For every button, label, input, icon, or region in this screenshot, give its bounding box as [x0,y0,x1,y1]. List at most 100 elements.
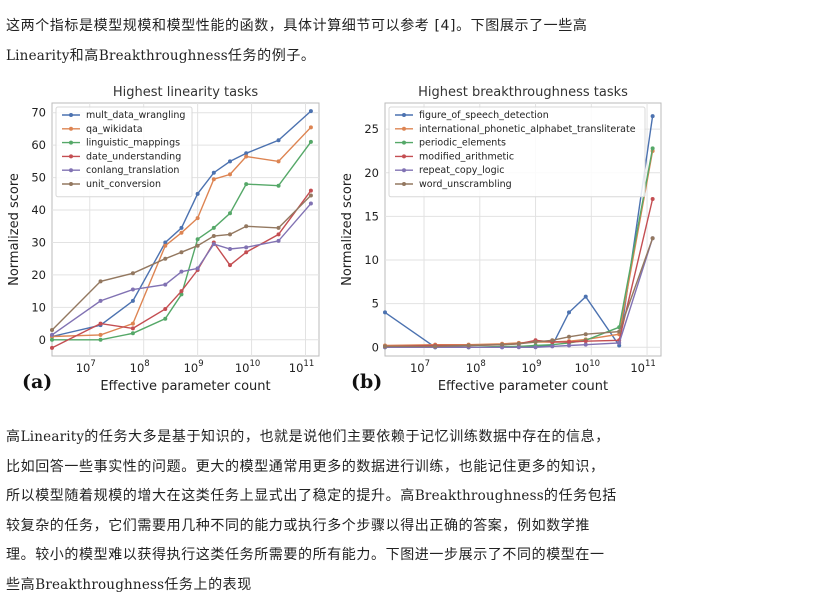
x-tick-exponent: 11 [645,359,656,369]
legend-entry: conlang_translation [86,165,179,176]
data-point-date_understanding [244,250,249,255]
data-point-date_understanding [163,306,168,311]
x-tick-exponent: 7 [425,359,430,369]
x-tick-exponent: 9 [536,359,541,369]
y-tick-label: 10 [31,300,46,314]
data-point-qa_wikidata [98,332,103,337]
data-point-mult_data_wrangling [244,151,249,156]
legend-marker [402,140,406,145]
data-point-figure_of_speech_detection [567,310,571,315]
y-tick-label: 40 [31,203,46,217]
data-point-modified_arithmetic [650,196,655,201]
legend-entry: figure_of_speech_detection [419,110,549,121]
data-point-repeat_copy_logic [516,345,521,350]
data-point-conlang_translation [179,269,184,274]
data-point-word_unscrambling [433,344,438,349]
intro-term-breakthroughness: Breakthroughness [98,47,228,64]
legend-box [388,106,646,198]
legend: figure_of_speech_detection international_… [388,106,646,198]
legend-entry: word_unscrambling [419,179,512,190]
data-point-repeat_copy_logic [617,340,622,345]
body-line-3b: 的任务包括 [543,488,617,504]
data-point-date_understanding [130,326,135,331]
x-tick-label: 109 [522,359,542,375]
legend-marker [402,126,406,131]
data-point-linguistic_mappings [228,211,232,216]
intro-term-linearity: Linearity [6,47,70,64]
legend-marker [69,168,73,173]
legend-entry: repeat_copy_logic [419,165,505,176]
data-point-unit_conversion [179,250,184,255]
legend-entry: date_understanding [86,151,181,162]
y-tick-label: 0 [372,340,379,354]
x-tick-label: 108 [466,359,486,375]
data-point-date_understanding [179,289,184,294]
data-point-periodic_elements [650,146,655,151]
x-axis-label: Effective parameter count [438,379,608,394]
data-point-qa_wikidata [308,125,313,130]
data-point-conlang_translation [244,245,249,250]
body-line-1a: 高 [6,429,21,445]
data-point-unit_conversion [163,256,168,261]
body-line-6b: 任务上的表现 [164,576,252,593]
panel-label: (a) [22,371,52,393]
body-term-breakthroughness-1: Breakthroughness [414,488,544,504]
data-point-linguistic_mappings [308,139,313,144]
data-point-modified_arithmetic [567,340,571,345]
data-point-date_understanding [98,321,103,326]
intro-paragraph: 这两个指标是模型规模和模型性能的函数，具体计算细节可以参考 [4]。下图展示了一… [6,12,818,71]
data-point-date_understanding [50,345,54,350]
body-term-breakthroughness-2: Breakthroughness [35,576,165,593]
data-point-repeat_copy_logic [567,343,571,348]
legend-marker [69,154,73,159]
body-term-linearity: Linearity [20,429,85,445]
data-point-repeat_copy_logic [533,345,538,350]
data-point-conlang_translation [228,246,232,251]
data-point-qa_wikidata [276,159,281,164]
data-point-word_unscrambling [533,340,538,345]
data-point-qa_wikidata [130,321,135,326]
data-point-qa_wikidata [211,177,216,182]
data-point-mult_data_wrangling [195,191,200,196]
chart-title: Highest breakthroughness tasks [418,85,628,100]
y-tick-label: 5 [372,297,379,311]
data-point-linguistic_mappings [179,292,184,297]
y-tick-label: 25 [364,122,379,136]
y-tick-label: 20 [364,166,379,180]
legend-marker [402,154,406,159]
legend-marker [402,113,406,117]
data-point-conlang_translation [130,287,135,292]
data-point-repeat_copy_logic [550,344,555,349]
data-point-modified_arithmetic [583,339,588,344]
legend-entry: mult_data_wrangling [86,110,185,121]
x-tick-label: 108 [130,359,150,375]
data-point-mult_data_wrangling [163,240,168,245]
data-point-word_unscrambling [466,343,471,348]
legend-marker [402,168,406,173]
data-point-mult_data_wrangling [211,170,216,175]
body-line-6a: 些高 [6,576,36,593]
data-point-conlang_translation [98,298,103,303]
data-point-word_unscrambling [650,236,655,241]
x-tick-exponent: 10 [589,359,600,369]
body-line-5: 理。较小的模型难以获得执行这类任务所需要的所有能力。下图进一步展示了不同的模型在… [6,547,605,563]
y-axis-label: Normalized score [340,173,355,286]
panel-label: (b) [351,371,382,393]
data-point-conlang_translation [276,238,281,243]
x-tick-exponent: 9 [198,359,203,369]
legend-entry: unit_conversion [86,179,161,190]
data-point-word_unscrambling [383,344,387,349]
data-point-linguistic_mappings [163,316,168,321]
y-tick-label: 30 [31,235,46,249]
legend-marker [69,126,73,131]
data-point-figure_of_speech_detection [383,310,387,315]
body-paragraph: 高Linearity的任务大多是基于知识的，也就是说他们主要依赖于记忆训练数据中… [6,423,818,600]
x-tick-exponent: 8 [144,359,149,369]
x-tick-exponent: 8 [480,359,485,369]
x-tick-label: 107 [76,359,96,375]
y-tick-label: 15 [364,209,379,223]
legend-entry: periodic_elements [419,138,506,149]
data-point-linguistic_mappings [50,337,54,342]
